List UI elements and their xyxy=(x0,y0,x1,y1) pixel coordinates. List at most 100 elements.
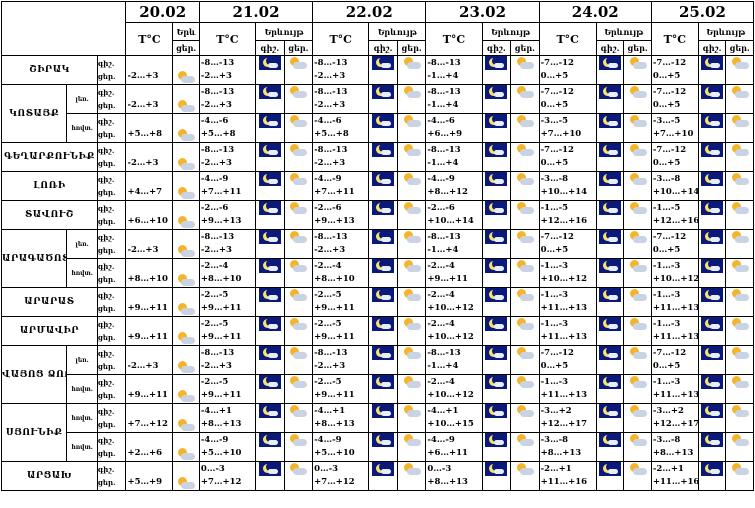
night-weather-cell xyxy=(481,84,512,114)
night-weather-cell xyxy=(255,113,285,143)
night-weather-cell xyxy=(255,55,285,85)
moon-cloud-icon xyxy=(258,375,281,389)
night-weather-cell xyxy=(481,432,512,462)
moon-cloud-icon xyxy=(599,346,622,360)
table-row: ՎԱՅՈՑ ՁՈՐ լեռ. գիշ. ցեր. -2…+3 -8…-13 -2…+3 -8… xyxy=(0,345,754,404)
sun-cloud-icon xyxy=(401,463,423,477)
subregion-label: լեռ. xyxy=(66,345,98,375)
table-row: ՍՅՈՒՆԻՔ հովտ. գիշ. ցեր. +7…+12 -4…+1 +8…+13 -4… xyxy=(0,403,754,462)
temp-cell: -1…-3 +11…+13 xyxy=(650,287,699,317)
moon-cloud-icon xyxy=(599,114,622,128)
night-weather-cell xyxy=(697,113,727,143)
weather-cell xyxy=(172,432,200,462)
night-weather-cell xyxy=(697,200,727,230)
temp-cell: -7…-12 0…+5 xyxy=(650,229,699,259)
day-weather-cell xyxy=(283,229,314,259)
night-weather-cell xyxy=(595,55,625,85)
sun-cloud-icon xyxy=(175,70,197,84)
temp-cell: -2…+1 +11…+16 xyxy=(538,461,597,491)
moon-cloud-icon xyxy=(599,201,622,215)
temp-cell: -3…-8 +10…+14 xyxy=(538,171,597,201)
region-name: ԱՐՑԱԽ xyxy=(1,461,98,491)
day-weather-cell xyxy=(725,55,754,85)
day-weather-cell xyxy=(283,374,314,404)
night-weather-cell xyxy=(481,258,512,288)
night-weather-cell xyxy=(697,287,727,317)
night-weather-cell xyxy=(368,461,398,491)
night-weather-cell xyxy=(368,432,398,462)
day-weather-cell xyxy=(510,113,540,143)
temp-cell: -8…-13 -1…+4 xyxy=(425,55,483,85)
day-weather-cell xyxy=(283,55,314,85)
moon-cloud-icon xyxy=(599,317,622,331)
moon-cloud-icon xyxy=(372,114,395,128)
night-weather-cell xyxy=(697,55,727,85)
day-weather-cell xyxy=(623,229,652,259)
night-header: գիշ. xyxy=(697,40,727,56)
sun-cloud-icon xyxy=(729,318,751,332)
day-weather-cell xyxy=(623,113,652,143)
temp-cell: +5…+8 xyxy=(125,113,174,143)
temp-cell: -7…-12 0…+5 xyxy=(650,345,699,375)
night-header: գիշ. xyxy=(481,40,512,56)
night-weather-cell xyxy=(255,171,285,201)
night-weather-cell xyxy=(368,113,398,143)
moon-cloud-icon xyxy=(258,288,281,302)
day-night-label: գիշ. ցեր. xyxy=(96,432,127,462)
night-weather-cell xyxy=(595,461,625,491)
night-weather-cell xyxy=(595,142,625,172)
sun-cloud-icon xyxy=(627,86,649,100)
day-weather-cell xyxy=(623,142,652,172)
table-row: հովտ. գիշ. ցեր. +5…+8 -4…-6 +5…+8 -4…-6 +5…+8 -… xyxy=(2,113,754,143)
night-weather-cell xyxy=(481,113,512,143)
temp-cell: +6…+10 xyxy=(125,200,174,230)
day-weather-cell xyxy=(623,345,652,375)
temp-cell: -8…-13 -2…+3 xyxy=(198,229,257,259)
night-weather-cell xyxy=(697,461,727,491)
sun-cloud-icon xyxy=(175,302,197,316)
sun-cloud-icon xyxy=(175,128,197,142)
temp-cell: -8…-13 -2…+3 xyxy=(312,84,370,114)
night-weather-cell xyxy=(368,403,398,433)
night-weather-cell xyxy=(697,345,727,375)
moon-cloud-icon xyxy=(258,143,281,157)
night-weather-cell xyxy=(368,55,398,85)
temp-cell: -7…-12 0…+5 xyxy=(538,84,597,114)
day-header: ցեր. xyxy=(725,40,754,56)
night-weather-cell xyxy=(368,316,398,346)
temp-cell: -2…-4 +10…+12 xyxy=(425,374,483,404)
temp-cell: -1…-3 +11…+13 xyxy=(538,316,597,346)
weather-cell xyxy=(172,345,200,375)
moon-cloud-icon xyxy=(485,404,508,418)
moon-cloud-icon xyxy=(599,259,622,273)
sun-cloud-icon xyxy=(401,289,423,303)
day-night-label: գիշ. ցեր. xyxy=(96,55,127,85)
day-weather-cell xyxy=(510,200,540,230)
corner-cell xyxy=(0,1,127,56)
sun-cloud-icon xyxy=(175,273,197,287)
weather-header: Երևույթ xyxy=(697,22,755,41)
day-weather-cell xyxy=(283,316,314,346)
sun-cloud-icon xyxy=(627,144,649,158)
sun-cloud-icon xyxy=(729,86,751,100)
sun-cloud-icon xyxy=(175,331,197,345)
night-weather-cell xyxy=(595,258,625,288)
temp-cell: -8…-13 -2…+3 xyxy=(198,142,257,172)
temp-cell: -4…-6 +5…+8 xyxy=(312,113,370,143)
region-name: ԿՈՏԱՅՔ xyxy=(0,84,68,143)
sun-cloud-icon xyxy=(627,376,649,390)
night-weather-cell xyxy=(595,229,625,259)
night-weather-cell xyxy=(697,84,727,114)
day-weather-cell xyxy=(725,287,754,317)
temp-header: T°C xyxy=(538,22,597,56)
temp-header: T°C xyxy=(125,22,174,56)
day-weather-cell xyxy=(396,403,427,433)
temp-cell: -8…-13 -1…+4 xyxy=(425,142,483,172)
night-weather-cell xyxy=(595,345,625,375)
day-weather-cell xyxy=(396,345,427,375)
day-night-label: գիշ. ցեր. xyxy=(96,84,127,114)
moon-cloud-icon xyxy=(258,56,281,70)
night-weather-cell xyxy=(481,461,512,491)
night-weather-cell xyxy=(481,171,512,201)
day-weather-cell xyxy=(510,142,540,172)
